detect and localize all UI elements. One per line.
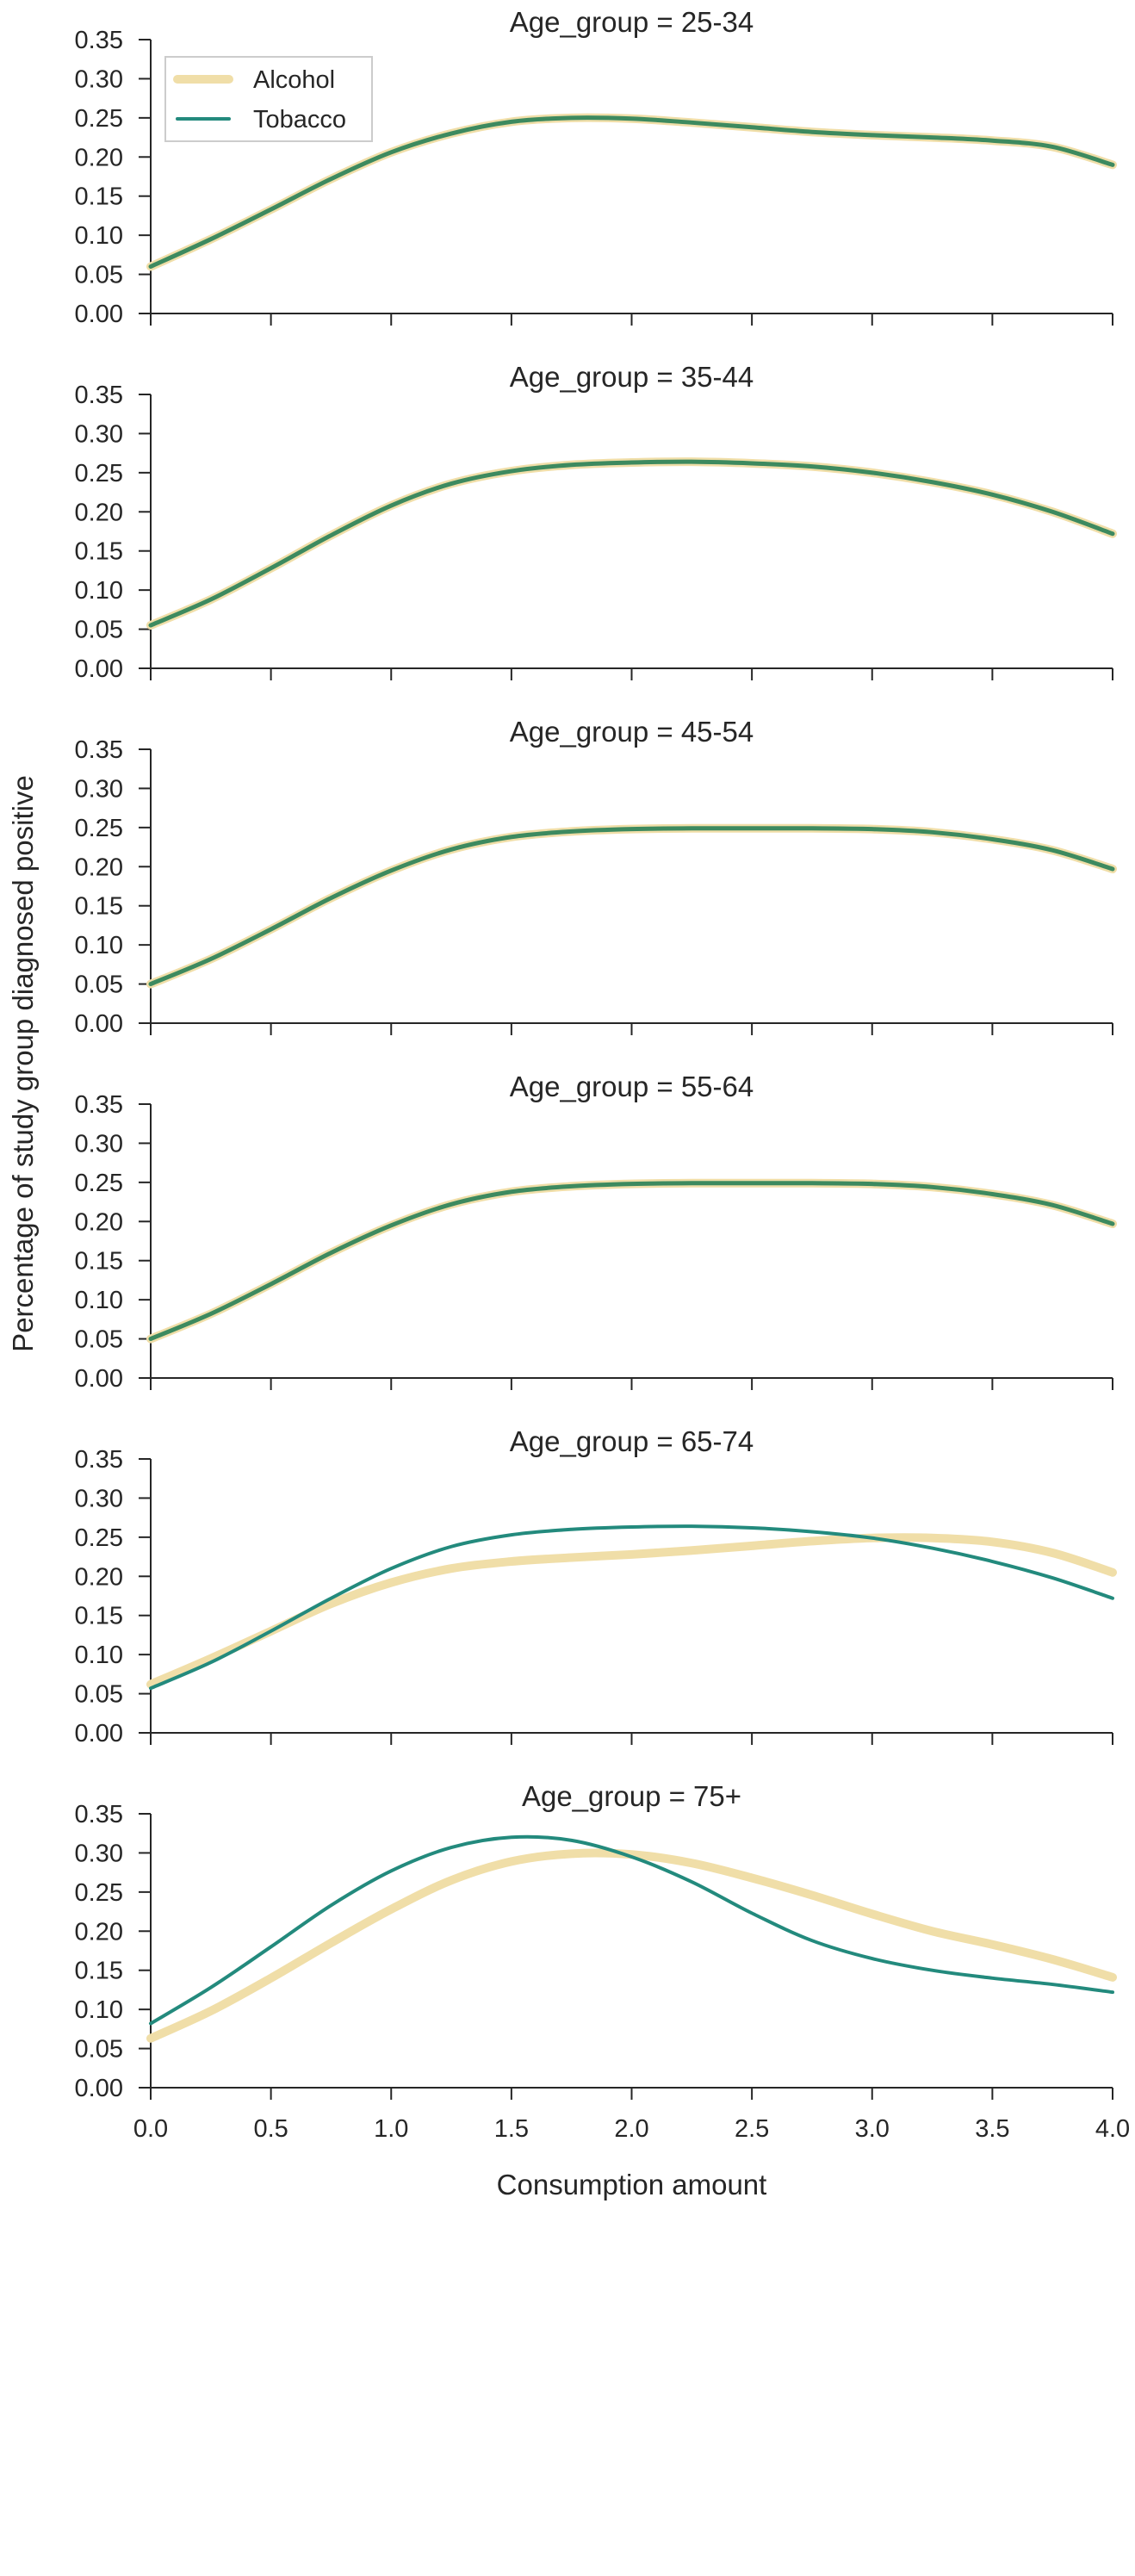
y-tick-label: 0.25	[75, 1879, 123, 1907]
y-tick-label: 0.00	[75, 1365, 123, 1393]
y-tick-label: 0.05	[75, 1681, 123, 1709]
y-tick-label: 0.05	[75, 1326, 123, 1354]
y-tick-label: 0.10	[75, 577, 123, 605]
y-axis-title: Percentage of study group diagnosed posi…	[7, 775, 39, 1352]
y-tick-label: 0.35	[75, 27, 123, 54]
y-tick-label: 0.05	[75, 262, 123, 289]
x-tick-label: 2.5	[735, 2115, 769, 2143]
y-tick-label: 0.00	[75, 301, 123, 328]
panel-4: Age_group = 55-64 0.00 0.05 0.10 0.15 0.20 0.2…	[75, 1071, 1117, 1393]
y-tick-label: 0.35	[75, 1801, 123, 1828]
y-tick-label: 0.15	[75, 1958, 123, 1985]
panel-title: Age_group = 25-34	[510, 6, 754, 38]
series-line-tobacco	[149, 1834, 1114, 2026]
series-line-alcohol	[146, 457, 1117, 630]
y-tick-label: 0.25	[75, 815, 123, 842]
series-line-tobacco	[148, 1181, 1115, 1342]
legend-box	[164, 56, 373, 142]
y-tick-label: 0.15	[75, 183, 123, 211]
y-tick-label: 0.00	[75, 1720, 123, 1747]
y-tick-label: 0.35	[75, 382, 123, 409]
y-tick-label: 0.00	[75, 1010, 123, 1038]
x-tick-label: 3.0	[855, 2115, 890, 2143]
y-tick-label: 0.15	[75, 1248, 123, 1276]
series-line-tobacco	[148, 115, 1115, 269]
y-tick-label: 0.15	[75, 1603, 123, 1630]
y-tick-label: 0.05	[75, 971, 123, 999]
panel-1: Age_group = 25-34 0.00 0.05 0.10 0.15 0.20 0.2…	[75, 6, 1117, 328]
x-tick-label: 2.0	[614, 2115, 648, 2143]
panel-title: Age_group = 35-44	[510, 361, 754, 393]
y-tick-label: 0.20	[75, 1208, 123, 1236]
x-tick-label: 3.5	[975, 2115, 1009, 2143]
series-line-alcohol	[146, 1178, 1117, 1344]
y-tick-label: 0.20	[75, 499, 123, 526]
panel-title: Age_group = 65-74	[510, 1425, 754, 1457]
x-tick-label: 4.0	[1095, 2115, 1130, 2143]
x-tick-label: 1.5	[494, 2115, 529, 2143]
y-tick-label: 0.25	[75, 460, 123, 487]
y-tick-label: 0.35	[75, 1446, 123, 1474]
series-line-tobacco	[149, 1524, 1114, 1691]
series-line-alcohol	[146, 1533, 1117, 1689]
panel-6: Age_group = 75+ 0.00 0.05 0.10 0.15 0.20 0.25 0…	[75, 1780, 1131, 2143]
y-tick-label: 0.10	[75, 1996, 123, 2024]
y-tick-label: 0.35	[75, 1091, 123, 1119]
y-tick-label: 0.30	[75, 775, 123, 803]
y-tick-label: 0.05	[75, 2036, 123, 2064]
legend: Alcohol Tobacco	[164, 56, 373, 142]
legend-label-alcohol: Alcohol	[253, 66, 335, 94]
y-tick-label: 0.25	[75, 105, 123, 133]
x-tick-label: 1.0	[374, 2115, 408, 2143]
y-tick-label: 0.30	[75, 65, 123, 93]
panel-2: Age_group = 35-44 0.00 0.05 0.10 0.15 0.20 0.2…	[75, 361, 1117, 683]
panel-5: Age_group = 65-74 0.00 0.05 0.10 0.15 0.20 0.2…	[75, 1425, 1117, 1747]
y-tick-label: 0.20	[75, 853, 123, 881]
y-tick-label: 0.10	[75, 222, 123, 250]
panel-3: Age_group = 45-54 0.00 0.05 0.10 0.15 0.20 0.2…	[75, 716, 1117, 1038]
y-tick-label: 0.15	[75, 538, 123, 566]
y-tick-label: 0.25	[75, 1170, 123, 1197]
panel-title: Age_group = 45-54	[510, 716, 754, 748]
y-tick-label: 0.35	[75, 736, 123, 764]
y-tick-label: 0.10	[75, 1287, 123, 1314]
y-tick-label: 0.05	[75, 617, 123, 644]
panel-title: Age_group = 75+	[522, 1780, 741, 1812]
panels: Age_group = 25-34 0.00 0.05 0.10 0.15 0.20 0.2…	[75, 6, 1131, 2143]
x-tick-label: 0.0	[133, 2115, 168, 2143]
y-tick-label: 0.15	[75, 893, 123, 921]
panel-title: Age_group = 55-64	[510, 1071, 754, 1102]
series-line-tobacco	[148, 826, 1115, 987]
y-tick-label: 0.30	[75, 1840, 123, 1867]
y-tick-label: 0.10	[75, 932, 123, 959]
y-tick-label: 0.20	[75, 1563, 123, 1591]
y-tick-label: 0.30	[75, 420, 123, 448]
series-line-alcohol	[146, 1848, 1117, 2043]
legend-label-tobacco: Tobacco	[253, 106, 346, 133]
x-axis-title: Consumption amount	[497, 2169, 767, 2200]
y-tick-label: 0.30	[75, 1485, 123, 1512]
series-line-alcohol	[146, 823, 1117, 989]
x-tick-label: 0.5	[253, 2115, 288, 2143]
y-tick-label: 0.20	[75, 1918, 123, 1946]
series-line-tobacco	[148, 459, 1115, 628]
y-tick-label: 0.10	[75, 1642, 123, 1669]
y-tick-label: 0.00	[75, 2075, 123, 2102]
y-tick-label: 0.00	[75, 655, 123, 683]
y-tick-label: 0.20	[75, 144, 123, 171]
y-tick-label: 0.30	[75, 1130, 123, 1158]
y-tick-label: 0.25	[75, 1524, 123, 1552]
